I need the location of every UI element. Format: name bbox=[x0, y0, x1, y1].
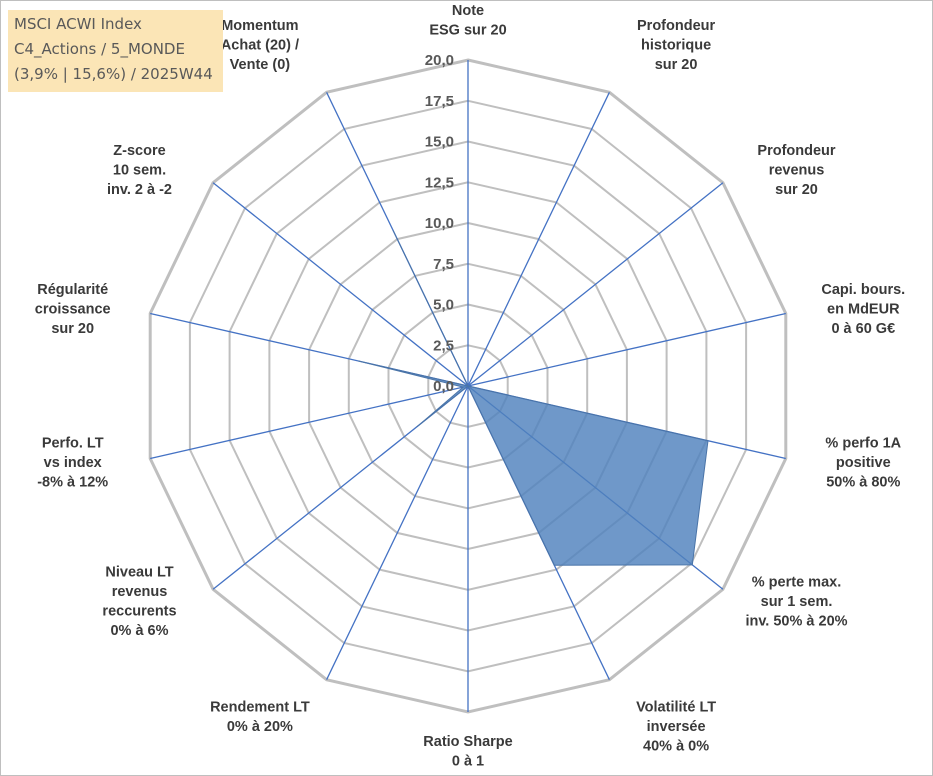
index-category: C4_Actions / 5_MONDE bbox=[14, 40, 185, 58]
axis-label-9: Rendement LT 0% à 20% bbox=[210, 700, 310, 736]
spoke-3 bbox=[467, 182, 724, 387]
spoke-2 bbox=[467, 92, 610, 387]
axis-label-2: Profondeur historique sur 20 bbox=[637, 18, 715, 73]
tick-label-8: 20,0 bbox=[425, 52, 454, 69]
tick-label-3: 7,5 bbox=[433, 256, 454, 273]
axis-label-6: % perte max. sur 1 sem. inv. 50% à 20% bbox=[745, 575, 847, 630]
tick-label-5: 12,5 bbox=[425, 174, 454, 191]
axis-label-12: Régularité croissance sur 20 bbox=[35, 282, 111, 337]
axis-label-10: Niveau LT revenus reccurents 0% à 6% bbox=[102, 565, 176, 640]
tick-label-4: 10,0 bbox=[425, 215, 454, 232]
radar-area bbox=[358, 230, 709, 566]
axis-label-14: Momentum Achat (20) / Vente (0) bbox=[221, 18, 299, 73]
tick-label-7: 17,5 bbox=[425, 93, 454, 110]
axis-label-8: Ratio Sharpe 0 à 1 bbox=[423, 734, 512, 770]
axis-label-1: Note ESG sur 20 bbox=[429, 3, 506, 39]
tick-label-0: 0,0 bbox=[433, 378, 454, 395]
tick-labels: 0,0 2,5 5,0 7,5 10,0 12,5 15,0 17,5 20,0 bbox=[425, 52, 454, 395]
spoke-13 bbox=[212, 182, 469, 387]
index-name: MSCI ACWI Index bbox=[14, 15, 142, 33]
spoke-11 bbox=[150, 385, 469, 460]
spoke-4 bbox=[467, 312, 786, 387]
tick-label-6: 15,0 bbox=[425, 134, 454, 151]
index-title-box: MSCI ACWI Index C4_Actions / 5_MONDE (3,… bbox=[8, 10, 223, 92]
axis-label-7: Volatilité LT inversée 40% à 0% bbox=[636, 700, 716, 755]
axis-label-5: % perfo 1A positive 50% à 80% bbox=[825, 436, 901, 491]
tick-label-2: 5,0 bbox=[433, 297, 454, 314]
axis-label-3: Profondeur revenus sur 20 bbox=[757, 143, 835, 198]
axis-label-4: Capi. bours. en MdEUR 0 à 60 G€ bbox=[821, 282, 905, 337]
axis-labels: Note ESG sur 20 Profondeur historique sur 20… bbox=[35, 3, 905, 770]
index-period: (3,9% | 15,6%) / 2025W44 bbox=[14, 65, 213, 83]
spoke-9 bbox=[326, 385, 469, 680]
series-area bbox=[358, 230, 709, 566]
axis-label-13: Z-score 10 sem. inv. 2 à -2 bbox=[107, 143, 172, 198]
tick-label-1: 2,5 bbox=[433, 337, 454, 354]
axis-label-11: Perfo. LT vs index -8% à 12% bbox=[37, 436, 108, 491]
